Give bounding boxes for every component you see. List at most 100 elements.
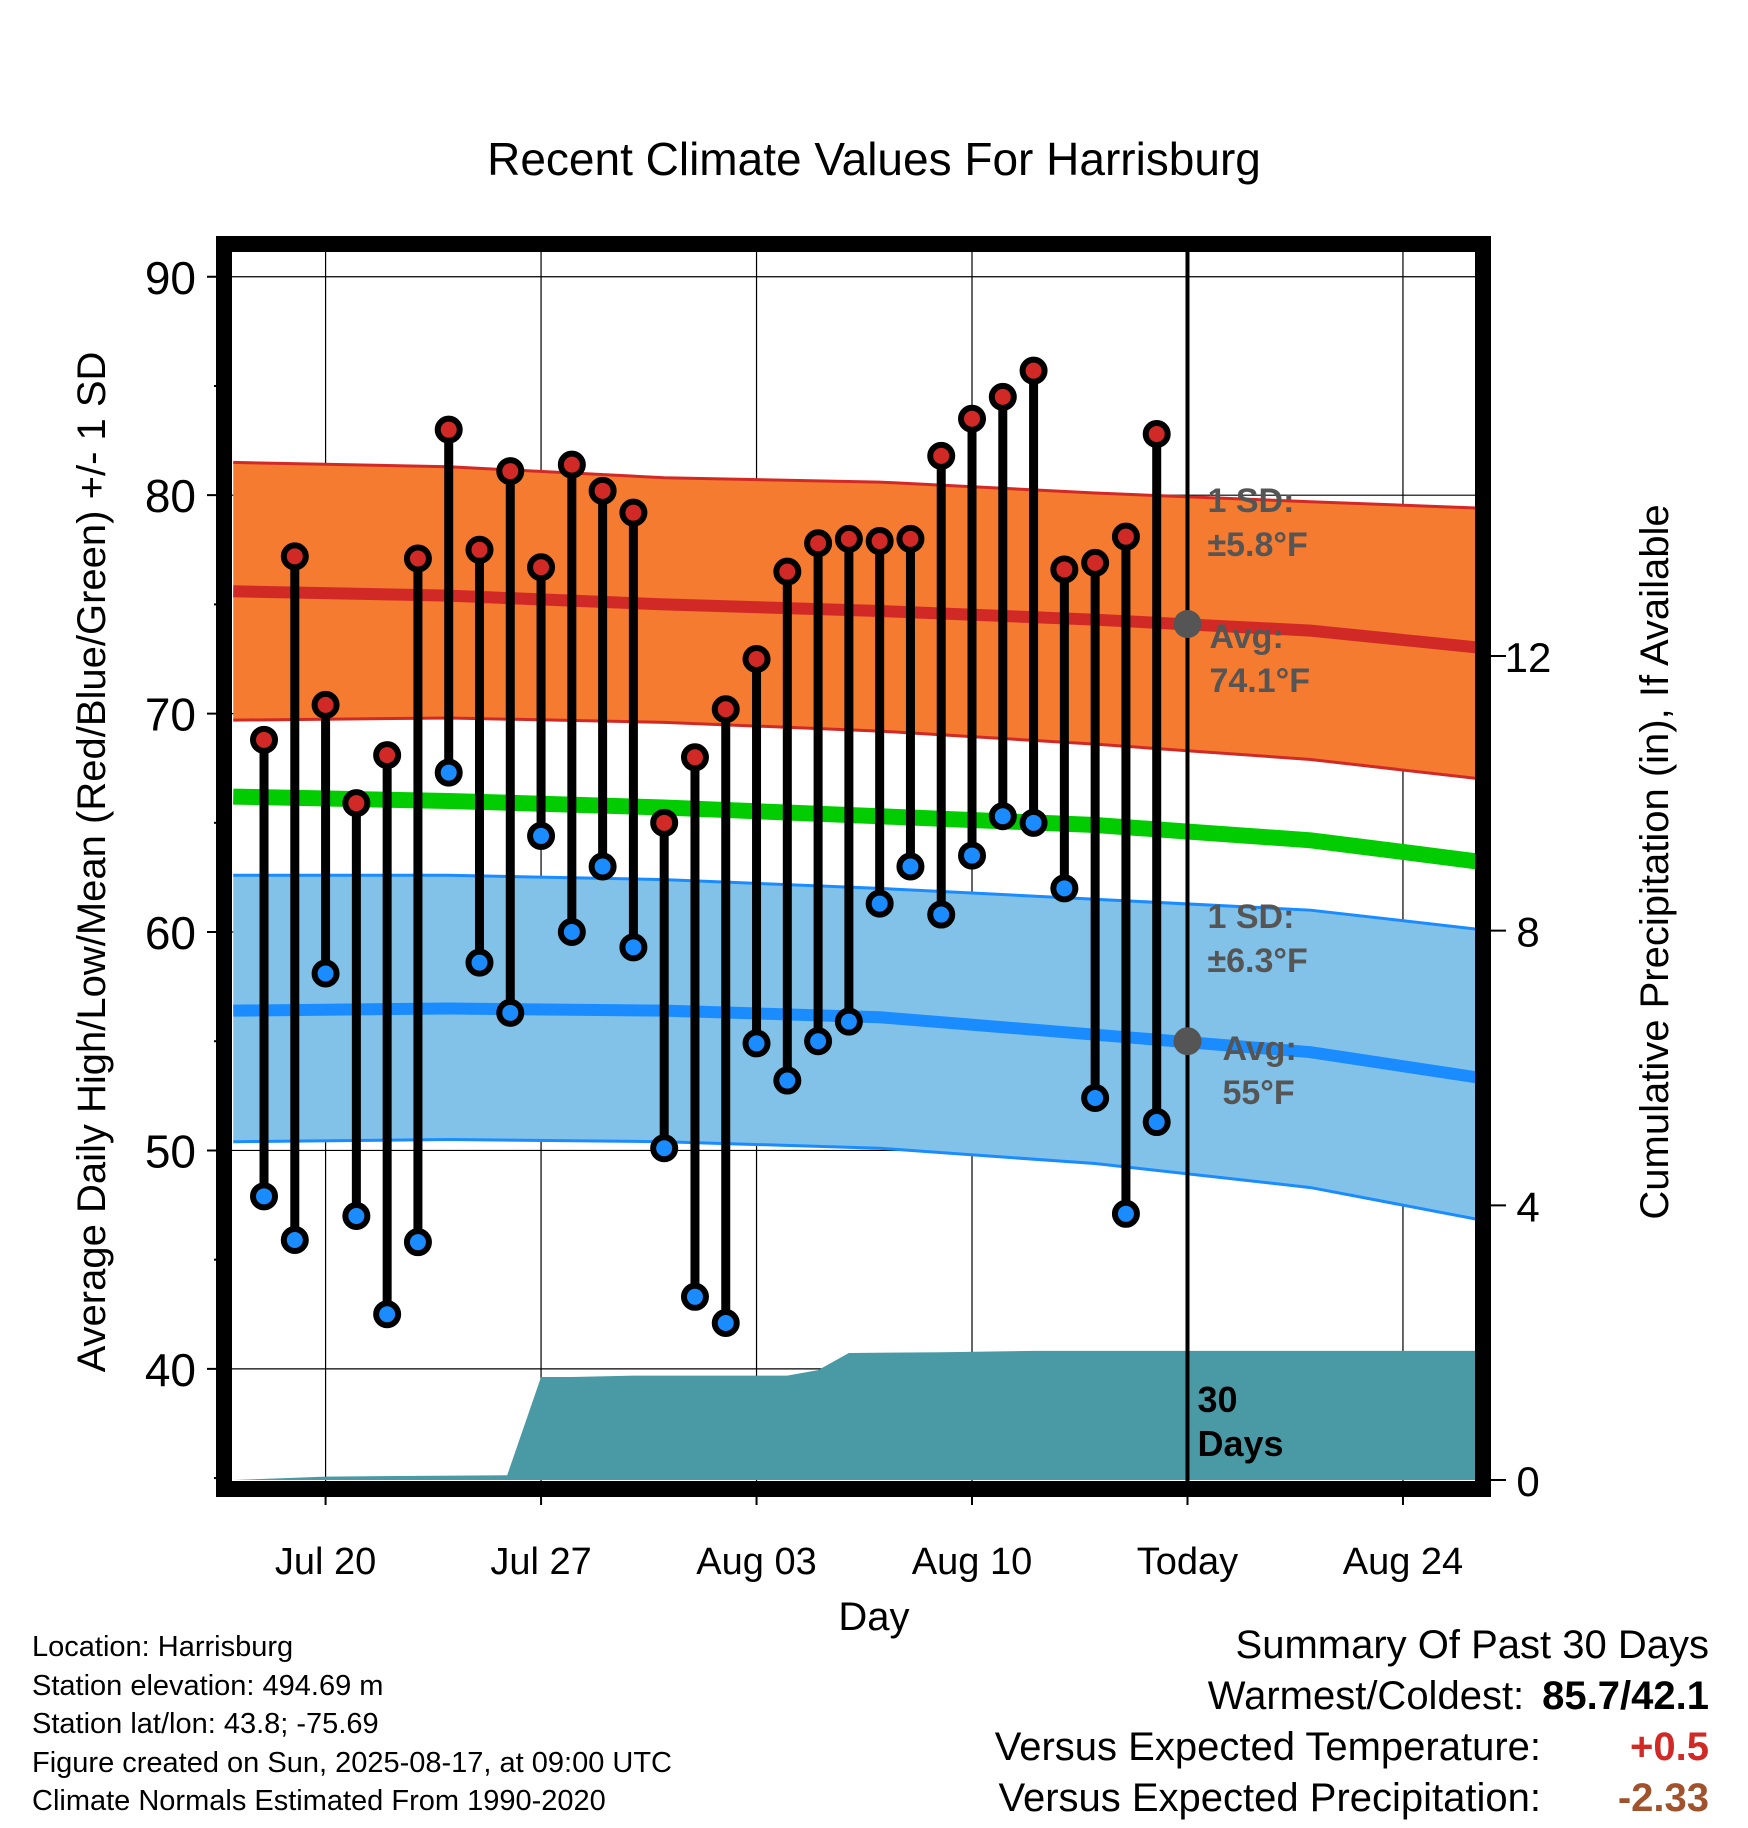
low-temp-point (834, 1007, 863, 1036)
low-temp-point (496, 998, 525, 1027)
high-temp-point (680, 743, 709, 772)
high-temp-point (434, 415, 463, 444)
low-temp-point (434, 758, 463, 787)
low-lower-line (233, 1138, 1483, 1222)
high-temp-point (496, 457, 525, 486)
precip-anomaly-label: Versus Expected Precipitation: (998, 1776, 1541, 1820)
plot-frame (216, 236, 1491, 1497)
y-tick-label: 40 (145, 1344, 196, 1396)
high-avg-value: 74.1°F (1209, 662, 1310, 700)
low-temp-point (311, 959, 340, 988)
high-temp-point (342, 789, 371, 818)
low-temp-point (1019, 808, 1048, 837)
low-temp-point (680, 1282, 709, 1311)
y-tick-label: 80 (145, 470, 196, 522)
y2-tick-label: 8 (1516, 909, 1539, 956)
low-temp-point (1050, 874, 1079, 903)
warm-cold-label: Warmest/Coldest: (1207, 1674, 1525, 1718)
low-temp-point (557, 918, 586, 947)
y2-tick-label: 0 (1516, 1458, 1539, 1505)
high-temp-point (1050, 555, 1079, 584)
high-temp-point (711, 695, 740, 724)
low-temp-point (619, 933, 648, 962)
y-tick-label: 90 (145, 252, 196, 304)
created-text: Figure created on Sun, 2025-08-17, at 09… (32, 1746, 672, 1779)
high-temp-point (896, 524, 925, 553)
low-temp-point (711, 1309, 740, 1337)
low-temp-point (373, 1300, 402, 1329)
high-temp-point (588, 476, 617, 505)
summary-panel: Summary Of Past 30 Days Warmest/Coldest:… (995, 1620, 1709, 1824)
temp-anomaly-label: Versus Expected Temperature: (994, 1725, 1541, 1769)
today-low-avg-marker (1173, 1027, 1202, 1056)
high-temp-point (557, 450, 586, 479)
low-normal-line (233, 1002, 1483, 1085)
low-temp-point (527, 821, 556, 850)
high-temp-point (988, 382, 1017, 411)
low-temp-point (927, 900, 956, 929)
low-temp-point (865, 889, 894, 918)
temp-anomaly-value: +0.5 (1630, 1725, 1709, 1769)
high-temp-point (280, 542, 309, 571)
window-label-unit: Days (1197, 1423, 1283, 1464)
high-temp-point (1142, 420, 1171, 449)
high-temp-point (650, 808, 679, 837)
x-tick-label: Jul 20 (275, 1541, 376, 1583)
low-temp-point (250, 1182, 279, 1211)
y2-axis-label: Cumulative Precipitation (in), If Availa… (1633, 504, 1677, 1219)
y2-tick-label: 4 (1516, 1183, 1539, 1230)
low-sd-band (233, 875, 1483, 1221)
latlon-text: Station lat/lon: 43.8; -75.69 (32, 1708, 379, 1740)
today-high-avg-marker (1173, 610, 1202, 639)
station-info: Location: Harrisburg Station elevation: … (32, 1628, 672, 1821)
summary-temp: Versus Expected Temperature: +0.5 (995, 1722, 1709, 1773)
low-temp-point (1081, 1084, 1110, 1113)
high-temp-point (527, 553, 556, 582)
low-avg-label: Avg: (1222, 1030, 1296, 1068)
high-temp-point (1111, 522, 1140, 551)
high-temp-point (373, 741, 402, 770)
low-temp-point (742, 1029, 771, 1058)
high-temp-point (834, 524, 863, 553)
y-tick-label: 70 (145, 689, 196, 741)
y2-tick-label: 12 (1505, 634, 1552, 681)
high-avg-label: Avg: (1209, 618, 1283, 656)
high-temp-point (742, 645, 771, 673)
high-temp-point (465, 535, 494, 564)
high-temp-point (773, 557, 802, 586)
low-temp-point (896, 852, 925, 881)
location-text: Location: Harrisburg (32, 1631, 294, 1663)
summary-warm-cold: Warmest/Coldest: 85.7/42.1 (995, 1671, 1709, 1722)
precip-anomaly-value: -2.33 (1617, 1776, 1709, 1820)
high-temp-point (958, 404, 987, 433)
low-temp-point (588, 852, 617, 881)
elevation-text: Station elevation: 494.69 m (32, 1669, 384, 1702)
low-temp-point (958, 841, 987, 870)
high-temp-point (250, 725, 279, 754)
x-tick-label: Jul 27 (490, 1541, 591, 1583)
low-temp-point (988, 802, 1017, 831)
low-temp-point (1111, 1199, 1140, 1228)
low-sd-label: 1 SD: (1207, 898, 1294, 936)
x-tick-label: Today (1137, 1541, 1238, 1583)
low-temp-point (465, 948, 494, 977)
window-label-number: 30 (1197, 1379, 1237, 1420)
high-temp-point (804, 529, 833, 558)
x-tick-label: Aug 10 (912, 1541, 1032, 1583)
high-sd-band (233, 462, 1483, 780)
low-temp-point (280, 1226, 309, 1254)
warm-cold-value: 85.7/42.1 (1542, 1674, 1709, 1718)
plot-contents (224, 244, 1483, 1489)
x-tick-label: Aug 03 (696, 1541, 816, 1583)
low-sd-value: ±6.3°F (1207, 942, 1307, 980)
low-temp-point (403, 1228, 432, 1257)
y-axis-label: Average Daily High/Low/Mean (Red/Blue/Gr… (70, 352, 114, 1373)
high-temp-point (1081, 548, 1110, 577)
low-temp-point (804, 1027, 833, 1056)
low-temp-point (650, 1134, 679, 1163)
x-tick-label: Aug 24 (1343, 1541, 1463, 1583)
precipitation-area (233, 1350, 1483, 1480)
summary-title: Summary Of Past 30 Days (1235, 1623, 1709, 1667)
low-temp-point (342, 1201, 371, 1230)
